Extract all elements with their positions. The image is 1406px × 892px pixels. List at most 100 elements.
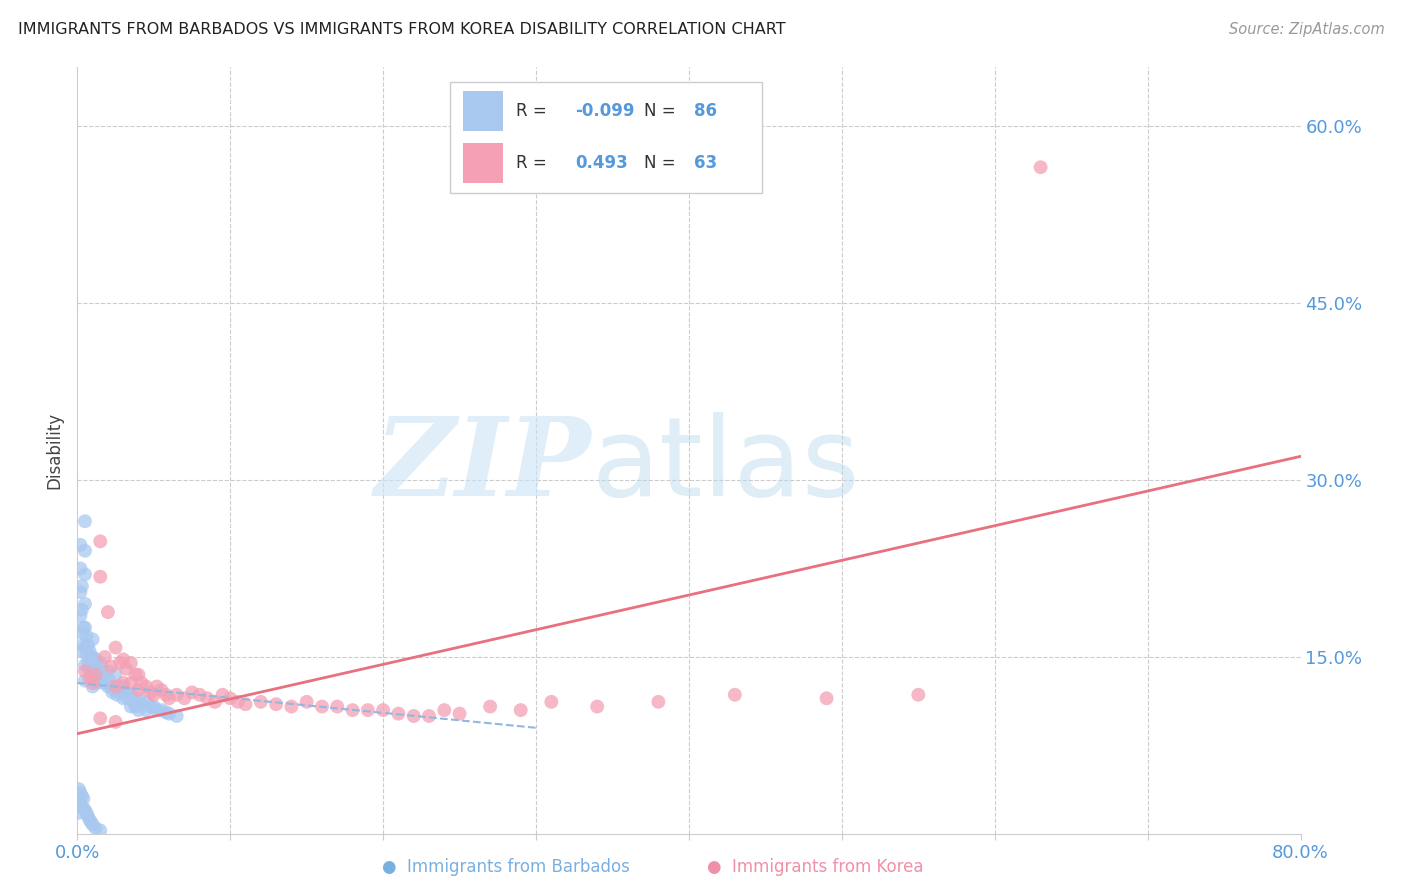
- Point: [112, 680, 135, 694]
- Point: [82, 632, 104, 647]
- Point: [131, 697, 153, 711]
- Point: [155, 706, 177, 720]
- Y-axis label: Disability: Disability: [45, 412, 63, 489]
- Point: [127, 667, 149, 681]
- Point: [89, 534, 111, 549]
- Point: [211, 688, 233, 702]
- Point: [101, 685, 124, 699]
- Point: [371, 703, 394, 717]
- Point: [72, 791, 94, 805]
- Point: [326, 699, 349, 714]
- Point: [84, 821, 107, 835]
- Point: [90, 664, 112, 678]
- Point: [70, 644, 93, 658]
- Point: [112, 691, 135, 706]
- Point: [73, 567, 96, 582]
- Point: [139, 685, 162, 699]
- Point: [342, 703, 364, 717]
- Point: [87, 667, 110, 681]
- Point: [94, 650, 117, 665]
- Point: [295, 695, 318, 709]
- Point: [120, 676, 142, 690]
- Point: [142, 688, 165, 702]
- Point: [77, 638, 100, 652]
- Point: [188, 688, 211, 702]
- Point: [195, 691, 218, 706]
- Text: atlas: atlas: [591, 412, 859, 519]
- Point: [73, 804, 96, 818]
- Point: [907, 688, 929, 702]
- Point: [135, 703, 157, 717]
- Point: [104, 640, 127, 655]
- Point: [142, 699, 165, 714]
- Point: [100, 680, 122, 694]
- Point: [108, 656, 131, 670]
- Point: [77, 656, 100, 670]
- Point: [647, 695, 669, 709]
- Point: [1029, 160, 1052, 174]
- Point: [724, 688, 747, 702]
- Point: [72, 638, 94, 652]
- Point: [79, 813, 101, 827]
- Point: [264, 697, 287, 711]
- Point: [70, 603, 93, 617]
- Point: [73, 658, 96, 673]
- Point: [79, 671, 101, 685]
- Point: [79, 662, 101, 676]
- Point: [104, 683, 127, 698]
- Point: [157, 691, 180, 706]
- Point: [82, 676, 104, 690]
- Point: [219, 691, 242, 706]
- Point: [76, 648, 98, 662]
- Point: [80, 815, 103, 830]
- Point: [135, 695, 157, 709]
- Point: [69, 608, 91, 623]
- Text: ●  Immigrants from Korea: ● Immigrants from Korea: [707, 858, 924, 876]
- Point: [91, 671, 114, 685]
- Point: [311, 699, 333, 714]
- Point: [73, 673, 96, 688]
- Point: [280, 699, 302, 714]
- Point: [69, 786, 91, 800]
- Point: [357, 703, 380, 717]
- Point: [166, 688, 188, 702]
- Point: [84, 671, 107, 685]
- Point: [115, 662, 138, 676]
- Point: [540, 695, 562, 709]
- Point: [89, 656, 111, 670]
- Point: [76, 629, 98, 643]
- Point: [80, 667, 103, 681]
- Text: IMMIGRANTS FROM BARBADOS VS IMMIGRANTS FROM KOREA DISABILITY CORRELATION CHART: IMMIGRANTS FROM BARBADOS VS IMMIGRANTS F…: [18, 22, 786, 37]
- Point: [72, 801, 94, 815]
- Point: [97, 605, 120, 619]
- Point: [155, 688, 177, 702]
- Point: [84, 667, 107, 681]
- Point: [70, 789, 93, 804]
- Point: [127, 703, 149, 717]
- Point: [124, 667, 146, 681]
- Point: [73, 640, 96, 655]
- Point: [73, 597, 96, 611]
- Point: [166, 709, 188, 723]
- Point: [104, 680, 127, 694]
- Point: [82, 664, 104, 678]
- Point: [70, 626, 93, 640]
- Point: [120, 688, 142, 702]
- Point: [98, 673, 121, 688]
- Point: [73, 620, 96, 634]
- Point: [204, 695, 226, 709]
- Point: [124, 699, 146, 714]
- Text: ZIP: ZIP: [374, 412, 591, 519]
- Point: [67, 782, 90, 797]
- Point: [127, 691, 149, 706]
- Point: [146, 703, 169, 717]
- Point: [70, 579, 93, 593]
- Point: [73, 664, 96, 678]
- Point: [226, 695, 249, 709]
- Point: [89, 711, 111, 725]
- Text: Source: ZipAtlas.com: Source: ZipAtlas.com: [1229, 22, 1385, 37]
- Point: [69, 538, 91, 552]
- Point: [104, 667, 127, 681]
- Point: [69, 561, 91, 575]
- Point: [89, 570, 111, 584]
